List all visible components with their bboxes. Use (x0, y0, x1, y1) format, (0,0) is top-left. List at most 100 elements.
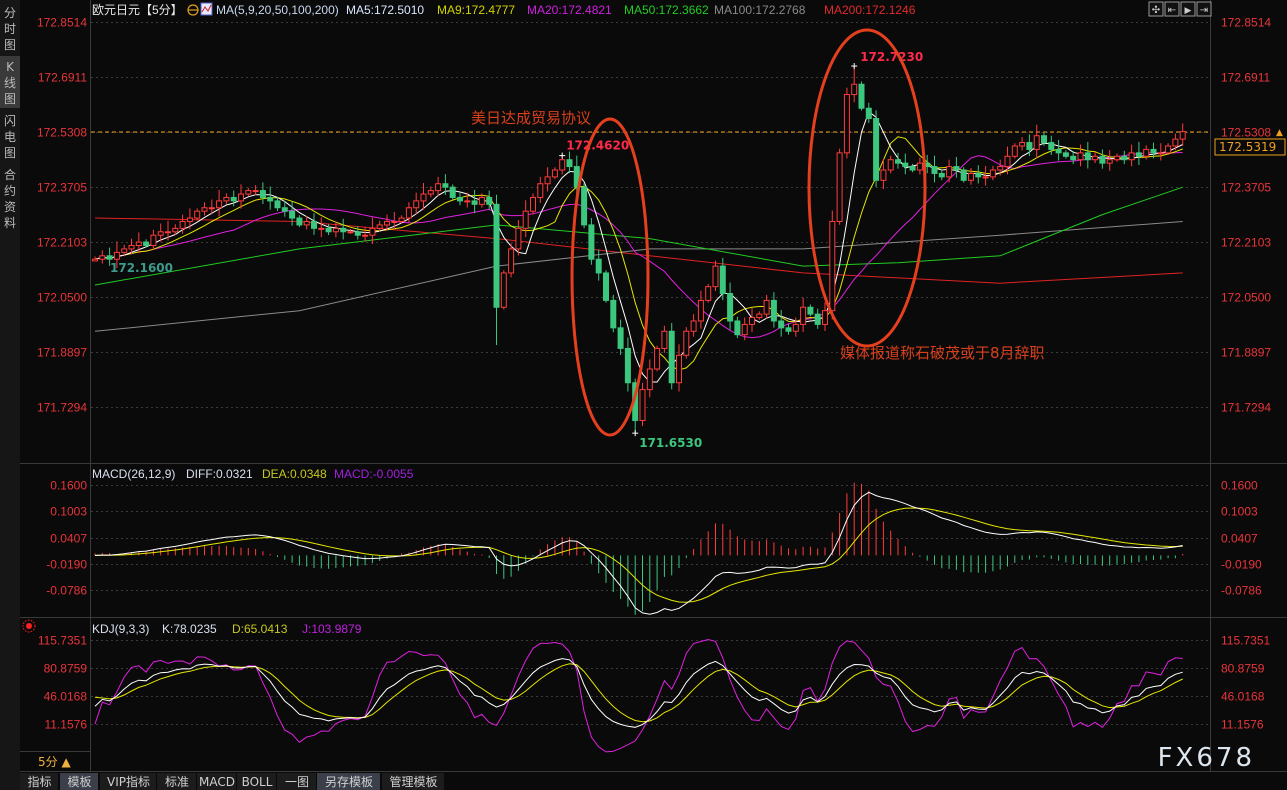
candle (530, 196, 536, 212)
candle (749, 317, 755, 325)
toolbar-tab-bg[interactable] (277, 773, 316, 790)
sidebar-tab-bg-1[interactable] (0, 56, 20, 108)
price-right-tick: 172.0500 (1221, 291, 1271, 305)
toolbar-tab-0[interactable]: 指标 (27, 774, 51, 789)
candle (719, 265, 726, 295)
ma50-line (94, 186, 1183, 286)
sidebar-tab-bg-0[interactable] (0, 2, 20, 54)
toggle-circle-icon[interactable] (187, 4, 199, 16)
sidebar-tab-2-char[interactable]: 图 (4, 146, 16, 160)
candle (449, 186, 456, 198)
sidebar-tab-0-char[interactable]: 分 (4, 6, 16, 20)
candle (873, 118, 880, 181)
goto-end-icon[interactable]: ⇥ (1196, 1, 1212, 17)
candle (997, 166, 1004, 171)
sidebar-tab-1-char[interactable]: 线 (4, 76, 16, 90)
sidebar-tab-2-char[interactable]: 电 (4, 130, 16, 144)
toolbar-tab-bg[interactable] (100, 773, 156, 790)
candle (1121, 155, 1128, 161)
toolbar-tab-bg[interactable] (157, 773, 196, 790)
toolbar-tab-6[interactable]: 一图 (285, 775, 309, 789)
toolbar-tab-bg[interactable] (20, 773, 58, 790)
sidebar-tab-bg-2[interactable] (0, 110, 20, 162)
sidebar-tab-1-char[interactable]: K (6, 60, 15, 74)
kdj-k-line (94, 658, 1183, 728)
candle (230, 196, 237, 202)
sidebar-tab-3-char[interactable]: 合 (4, 167, 16, 182)
candle (493, 203, 500, 308)
ma200-value: MA200:172.1246 (824, 3, 916, 17)
macd-left-tick: 0.1600 (50, 479, 87, 493)
price-left-tick: 172.0500 (37, 291, 87, 305)
toolbar-tab-bg[interactable] (317, 773, 380, 790)
macd-right-tick: -0.0786 (1221, 584, 1262, 598)
crosshair-icon[interactable]: ✣ (1148, 1, 1164, 17)
candle (843, 94, 850, 154)
candle (982, 176, 989, 179)
play-icon[interactable]: ▶ (1180, 1, 1196, 17)
toolbar-tab-1[interactable]: 模板 (67, 775, 91, 789)
sidebar-tab-bg-3[interactable] (0, 164, 20, 232)
toolbar-tab-5[interactable]: BOLL (242, 775, 273, 789)
sidebar-tab-3-char[interactable]: 资 (4, 200, 16, 214)
candle (208, 207, 215, 210)
candle (690, 320, 697, 332)
macd-diff-line (94, 491, 1183, 615)
candle (1004, 155, 1011, 168)
kdj-left-tick: 11.1576 (45, 718, 88, 732)
toolbar-tab-bg[interactable] (197, 773, 236, 790)
candle (1128, 152, 1135, 161)
candle (741, 323, 748, 336)
ma100-value: MA100:172.2768 (714, 3, 806, 17)
period-selector[interactable]: 5分 ▲ (38, 755, 71, 769)
candle (858, 83, 865, 109)
candle (1026, 142, 1033, 150)
candle (194, 210, 201, 219)
candle (1084, 152, 1091, 161)
candle (975, 172, 982, 178)
price-up-arrow-icon: ▲ (1276, 128, 1283, 138)
candle (770, 299, 777, 322)
candle (369, 227, 376, 236)
toolbar-tab-4[interactable]: MACD (199, 775, 235, 789)
toolbar-tab-bg[interactable] (60, 773, 98, 790)
sidebar-tab-1-char[interactable]: 图 (4, 92, 16, 106)
candle (734, 320, 741, 336)
toolbar-tab-bg[interactable] (237, 773, 276, 790)
sidebar-tab-3-char[interactable]: 约 (4, 183, 16, 198)
candle (756, 313, 763, 319)
kdj-header: KDJ(9,3,3) K:78.0235 D:65.0413 J:103.987… (22, 619, 362, 636)
toolbar-tab-8[interactable]: 管理模板 (389, 774, 437, 789)
kdj-settings-dot-icon[interactable] (22, 619, 36, 633)
candle (267, 196, 274, 202)
kdj-left-tick: 46.0168 (44, 690, 88, 704)
price-left-tick: 172.5308 (37, 126, 87, 140)
candle (259, 190, 266, 198)
candle (376, 224, 383, 229)
annotation-resignation: 媒体报道称石破茂或于8月辞职 (840, 344, 1045, 362)
sidebar-tab-0-char[interactable]: 图 (4, 38, 16, 52)
candle (413, 200, 420, 209)
toolbar-tab-bg[interactable] (382, 773, 444, 790)
candle (953, 166, 960, 171)
candle (931, 166, 938, 174)
ma-indicator-icon[interactable] (200, 2, 213, 16)
sidebar-tab-3-char[interactable]: 料 (4, 216, 16, 230)
sidebar-tab-2-char[interactable]: 闪 (4, 114, 16, 128)
macd-dea-line (94, 507, 1183, 603)
price-left-tick: 172.3705 (37, 181, 87, 195)
macd-right-tick: 0.1003 (1221, 505, 1258, 519)
toolbar-tab-3[interactable]: 标准 (165, 775, 189, 789)
kdj-j-line (94, 638, 1183, 753)
toolbar-tab-7[interactable]: 另存模板 (325, 775, 373, 789)
candle (822, 310, 828, 325)
candle (391, 220, 398, 223)
range-icon[interactable]: ⇤ (1164, 1, 1180, 17)
candle (515, 227, 522, 250)
kdj-j: J:103.9879 (302, 622, 362, 636)
macd-right-tick: 0.1600 (1221, 479, 1258, 493)
sidebar-tab-0-char[interactable]: 时 (4, 22, 16, 36)
toolbar-tab-2[interactable]: VIP指标 (107, 774, 150, 789)
price-left-tick: 171.8897 (37, 346, 87, 360)
